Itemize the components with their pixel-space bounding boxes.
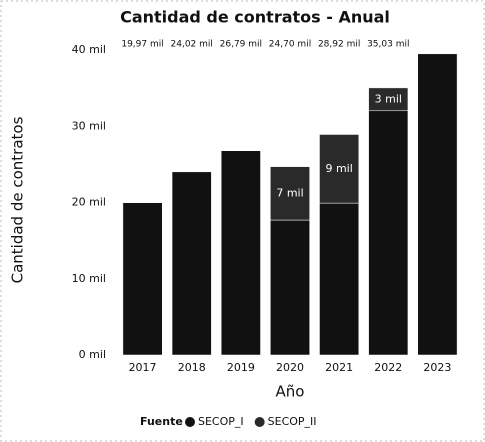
bar-segment [270, 219, 310, 356]
y-tick-label: 40 mil [72, 43, 106, 56]
bar-segment [319, 202, 360, 356]
y-tick-label: 20 mil [72, 196, 106, 209]
x-axis-title: Año [276, 383, 305, 401]
bar-segment [319, 134, 360, 204]
x-tick-label: 2021 [325, 361, 353, 374]
legend-swatch [185, 417, 195, 427]
legend-label: SECOP_II [268, 415, 317, 428]
total-label: 24,70 mil [269, 40, 311, 50]
chart-title: Cantidad de contratos - Anual [120, 8, 390, 27]
total-label: 28,92 mil [318, 40, 360, 50]
x-tick-label: 2017 [129, 361, 157, 374]
bar-segment [220, 150, 261, 356]
y-tick-label: 0 mil [79, 348, 106, 361]
bar-segment [270, 166, 310, 221]
x-tick-label: 2023 [423, 361, 451, 374]
x-tick-label: 2020 [276, 361, 304, 374]
x-tick-label: 2018 [178, 361, 206, 374]
total-label: 24,02 mil [171, 40, 213, 50]
y-axis-title: Cantidad de contratos [9, 116, 27, 283]
bar-segment [417, 53, 458, 356]
total-label: 26,79 mil [220, 40, 262, 50]
legend-label: SECOP_I [198, 415, 244, 428]
bar-segment [368, 87, 409, 112]
x-tick-label: 2019 [227, 361, 255, 374]
bar-segment [368, 110, 409, 356]
legend-swatch [254, 417, 265, 427]
y-tick-label: 10 mil [72, 272, 106, 285]
bar-segment [122, 202, 163, 356]
segment-label: 3 mil [375, 92, 402, 105]
segment-label: 9 mil [325, 162, 352, 175]
legend-title: Fuente [140, 415, 183, 428]
bar-segment [171, 171, 212, 356]
y-tick-label: 30 mil [72, 119, 106, 132]
segment-label: 7 mil [276, 186, 303, 199]
x-tick-label: 2022 [374, 361, 402, 374]
total-label: 35,03 mil [367, 40, 409, 50]
total-label: 19,97 mil [121, 40, 163, 50]
